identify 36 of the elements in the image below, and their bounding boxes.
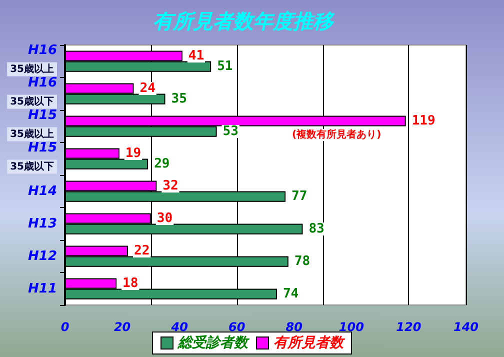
y-tick-label: H15 35歳以上 <box>10 108 57 140</box>
data-label: 29 <box>154 156 170 172</box>
data-label: 35 <box>171 92 187 107</box>
data-label: 74 <box>282 286 299 302</box>
data-label: 19 <box>125 146 142 161</box>
data-label: 119 <box>412 113 436 128</box>
y-tick-label: H13 <box>28 216 57 232</box>
data-label: 53 <box>222 124 238 140</box>
x-tick-label: 0 <box>60 320 70 334</box>
data-label: 32 <box>162 178 178 194</box>
x-tick-label: 80 <box>286 320 302 334</box>
y-tick-label: H12 <box>28 248 57 264</box>
annotation: (複数有所見者あり) <box>292 128 382 140</box>
data-label: 83 <box>308 222 324 237</box>
data-label: 78 <box>294 254 310 270</box>
y-tick-label: H14 <box>28 184 57 199</box>
data-label: 77 <box>292 189 308 204</box>
legend-label: 総受診者数 <box>177 334 250 351</box>
legend-label: 有所見者数 <box>274 335 346 351</box>
x-tick-label: 20 <box>114 320 131 334</box>
x-tick-label: 60 <box>228 320 246 334</box>
y-tick-label: H15 35歳以下 <box>10 140 57 172</box>
data-label: 30 <box>156 210 173 226</box>
x-tick-label: 100 <box>338 320 364 334</box>
y-tick-label: H16 35歳以上 <box>10 42 57 75</box>
x-tick-label: 120 <box>396 320 422 334</box>
x-tick-label: 140 <box>453 320 479 334</box>
y-tick-label: H11 <box>28 281 57 296</box>
chart-title: 有所見者数年度推移 <box>153 9 335 33</box>
data-label: 41 <box>188 48 204 64</box>
data-label: 24 <box>140 80 156 96</box>
data-label: 18 <box>122 276 138 291</box>
data-label: 22 <box>134 243 150 258</box>
x-tick-label: 40 <box>170 320 188 334</box>
y-tick-label: H16 35歳以下 <box>10 75 57 108</box>
data-label: 51 <box>217 59 233 74</box>
